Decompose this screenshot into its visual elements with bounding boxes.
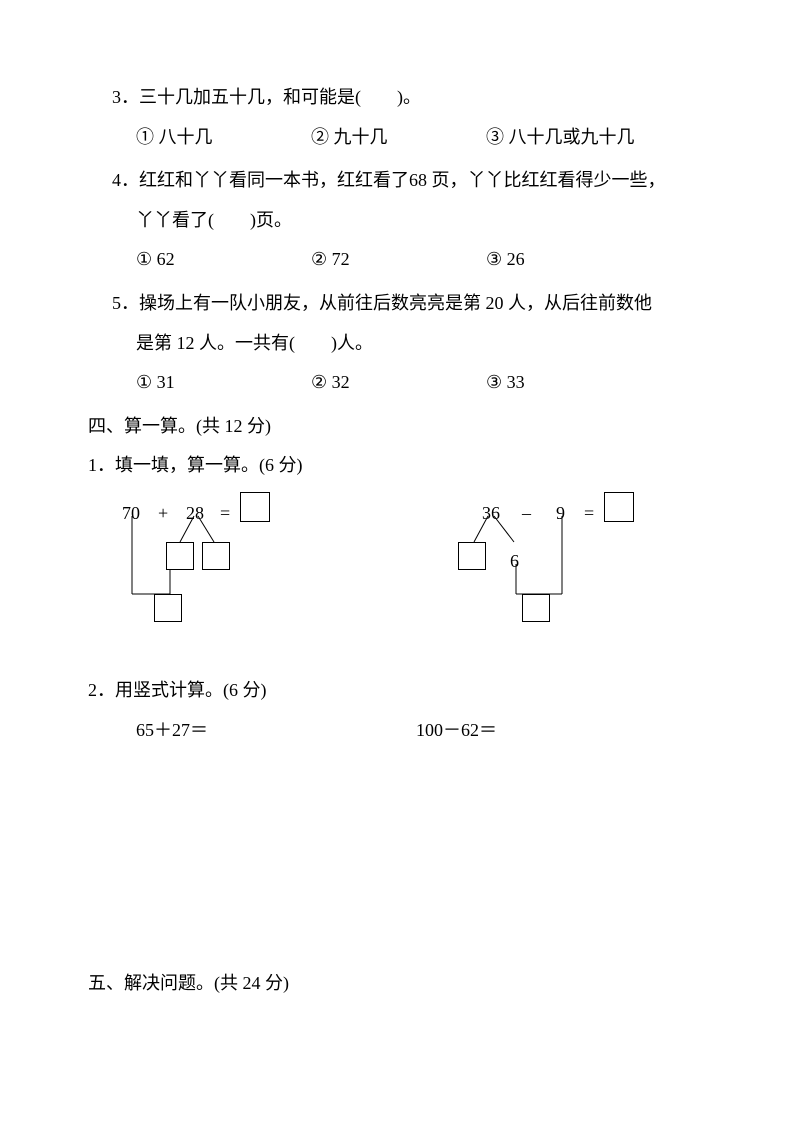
calc-1: 65＋27＝ — [136, 711, 416, 751]
diagram-1: 70 + 28 = — [118, 494, 318, 659]
q3-options: ① 八十几 ② 九十几 ③ 八十几或九十几 — [88, 118, 712, 158]
q3-option-b: ② 九十几 — [311, 118, 486, 158]
question-5: 5．操场上有一队小朋友，从前往后数亮亮是第 20 人，从后往前数他 是第 12 … — [88, 284, 712, 403]
q4-text1: 红红和丫丫看同一本书，红红看了68 页，丫丫比红红看得少一些， — [139, 170, 666, 190]
q4-option-c: ③ 26 — [486, 240, 686, 280]
q3-text: 三十几加五十几，和可能是( )。 — [139, 87, 421, 107]
workspace-blank — [88, 750, 712, 960]
q4-stem-line2: 丫丫看了( )页。 — [88, 201, 712, 241]
calc-row: 65＋27＝ 100－62＝ — [88, 711, 712, 751]
q3-option-c: ③ 八十几或九十几 — [486, 118, 686, 158]
question-3: 3．三十几加五十几，和可能是( )。 ① 八十几 ② 九十几 ③ 八十几或九十几 — [88, 78, 712, 157]
q5-text1: 操场上有一队小朋友，从前往后数亮亮是第 20 人，从后往前数他 — [139, 293, 652, 313]
q3-option-a: ① 八十几 — [136, 118, 311, 158]
question-4: 4．红红和丫丫看同一本书，红红看了68 页，丫丫比红红看得少一些， 丫丫看了( … — [88, 161, 712, 280]
d2-split-left-box — [458, 542, 486, 570]
d1-split-right-box — [202, 542, 230, 570]
d2-bottom-box — [522, 594, 550, 622]
q5-option-b: ② 32 — [311, 363, 486, 403]
q4-prefix: 4． — [112, 170, 139, 190]
s4-q2-title: 2．用竖式计算。(6 分) — [88, 671, 712, 711]
d2-helper: 6 — [510, 542, 519, 582]
diagram-2: 36 – 9 = 6 — [458, 494, 668, 659]
q4-option-a: ① 62 — [136, 240, 311, 280]
section-5-title: 五、解决问题。(共 24 分) — [88, 964, 712, 1004]
q4-option-b: ② 72 — [311, 240, 486, 280]
q5-option-a: ① 31 — [136, 363, 311, 403]
q5-option-c: ③ 33 — [486, 363, 686, 403]
q5-options: ① 31 ② 32 ③ 33 — [88, 363, 712, 403]
d1-split-left-box — [166, 542, 194, 570]
d1-bottom-box — [154, 594, 182, 622]
q3-prefix: 3． — [112, 87, 139, 107]
section-4-title: 四、算一算。(共 12 分) — [88, 407, 712, 447]
q4-options: ① 62 ② 72 ③ 26 — [88, 240, 712, 280]
q5-prefix: 5． — [112, 293, 139, 313]
calc-2: 100－62＝ — [416, 711, 696, 751]
q5-stem-line1: 5．操场上有一队小朋友，从前往后数亮亮是第 20 人，从后往前数他 — [88, 284, 712, 324]
q5-stem-line2: 是第 12 人。一共有( )人。 — [88, 324, 712, 364]
q4-stem-line1: 4．红红和丫丫看同一本书，红红看了68 页，丫丫比红红看得少一些， — [88, 161, 712, 201]
s4-q1-title: 1．填一填，算一算。(6 分) — [88, 446, 712, 486]
q3-stem: 3．三十几加五十几，和可能是( )。 — [88, 78, 712, 118]
diagram-row: 70 + 28 = 36 – 9 = — [88, 494, 712, 659]
